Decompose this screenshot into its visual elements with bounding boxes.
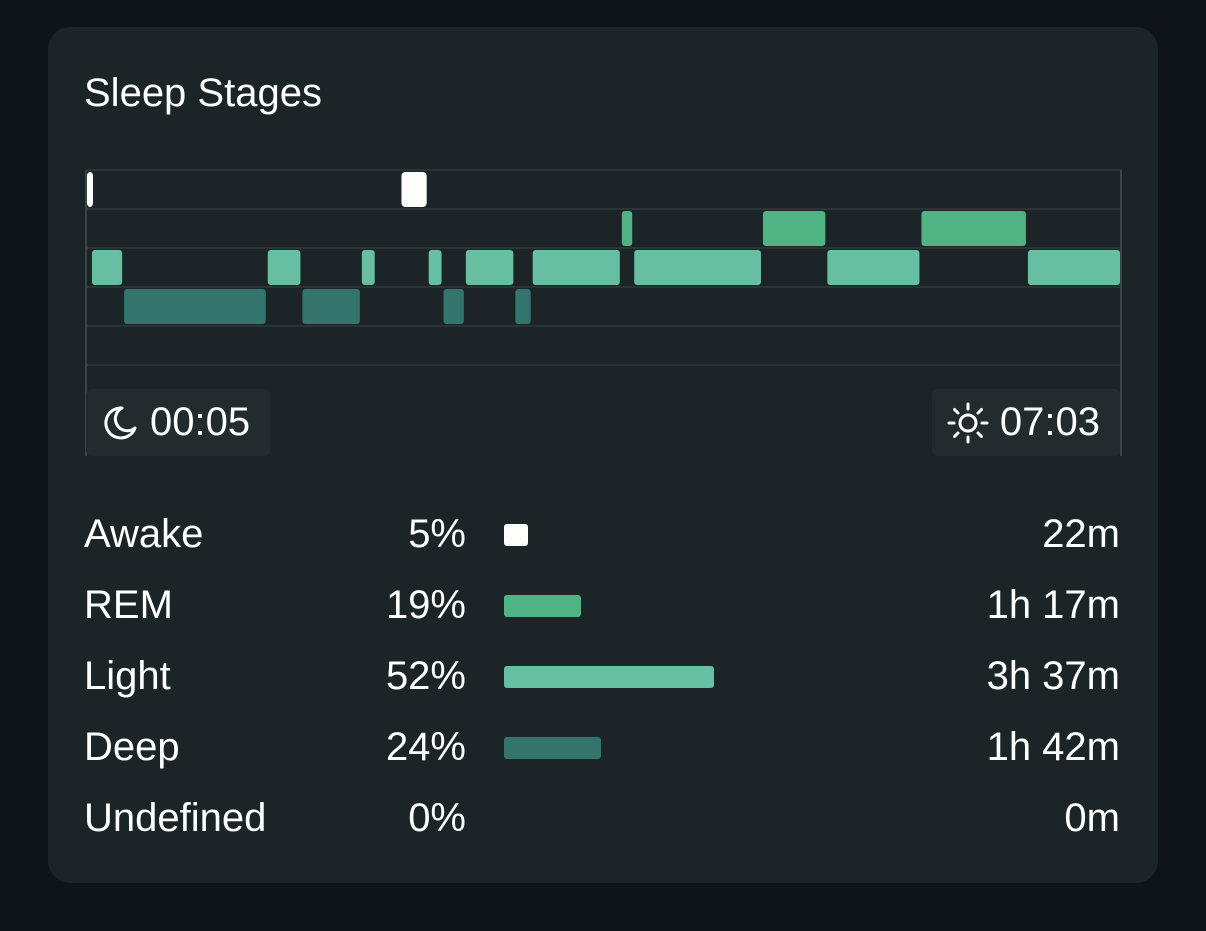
stage-percent-bar: [504, 737, 601, 759]
stage-row-rem: REM 19% 1h 17m: [84, 570, 1120, 641]
segment-rem: [762, 211, 826, 246]
sleep-stages-chart: [85, 169, 1122, 456]
stage-duration: 22m: [1042, 512, 1120, 556]
segment-light: [1027, 250, 1120, 285]
segment-light: [532, 250, 620, 285]
segment-deep: [302, 289, 360, 324]
segment-light: [634, 250, 761, 285]
stage-percent: 19%: [385, 583, 466, 627]
stage-percent-bar: [504, 595, 581, 617]
stage-row-undefined: Undefined 0% 0m: [84, 783, 1120, 854]
segment-deep: [443, 289, 464, 324]
sleep-stages-card: Sleep Stages 00:05 07:03 Awake 5% 22m REM 19…: [48, 27, 1158, 883]
segment-light: [428, 250, 442, 285]
moon-icon: [104, 405, 137, 439]
stage-row-deep: Deep 24% 1h 42m: [84, 712, 1120, 783]
stage-percent-bar: [504, 524, 528, 546]
stage-row-light: Light 52% 3h 37m: [84, 641, 1120, 712]
stage-row-awake: Awake 5% 22m: [84, 499, 1120, 570]
segment-light: [267, 250, 301, 285]
stage-percent-bar: [504, 666, 714, 688]
stage-duration: 1h 17m: [986, 583, 1120, 627]
segment-rem: [921, 211, 1026, 246]
stage-name: Undefined: [84, 796, 267, 840]
segment-awake: [401, 172, 427, 207]
stage-percent: 0%: [408, 796, 466, 840]
stage-name: Awake: [84, 512, 204, 556]
segment-deep: [124, 289, 266, 324]
wake-time-label: 07:03: [999, 400, 1100, 444]
card-title: Sleep Stages: [84, 71, 322, 115]
segment-light: [361, 250, 375, 285]
sun-icon: [947, 402, 989, 443]
wake-time-chip: 07:03: [931, 389, 1120, 456]
stage-percent: 5%: [408, 512, 466, 556]
segment-rem: [621, 211, 633, 246]
segment-light: [91, 250, 123, 285]
stage-percent: 52%: [385, 654, 466, 698]
stage-duration: 0m: [1064, 796, 1120, 840]
segment-deep: [515, 289, 531, 324]
stage-percent: 24%: [385, 725, 466, 769]
segment-light: [465, 250, 514, 285]
bedtime-chip: 00:05: [86, 389, 271, 456]
segment-awake: [87, 172, 93, 207]
stage-name: Deep: [84, 725, 180, 769]
bedtime-label: 00:05: [150, 400, 251, 444]
stage-duration: 3h 37m: [986, 654, 1120, 698]
stage-name: Light: [84, 654, 171, 698]
stage-name: REM: [84, 583, 173, 627]
stage-summary-list: Awake 5% 22m REM 19% 1h 17m Light 52% 3h 37m Deep…: [84, 499, 1120, 854]
segment-light: [827, 250, 920, 285]
stage-duration: 1h 42m: [986, 725, 1120, 769]
